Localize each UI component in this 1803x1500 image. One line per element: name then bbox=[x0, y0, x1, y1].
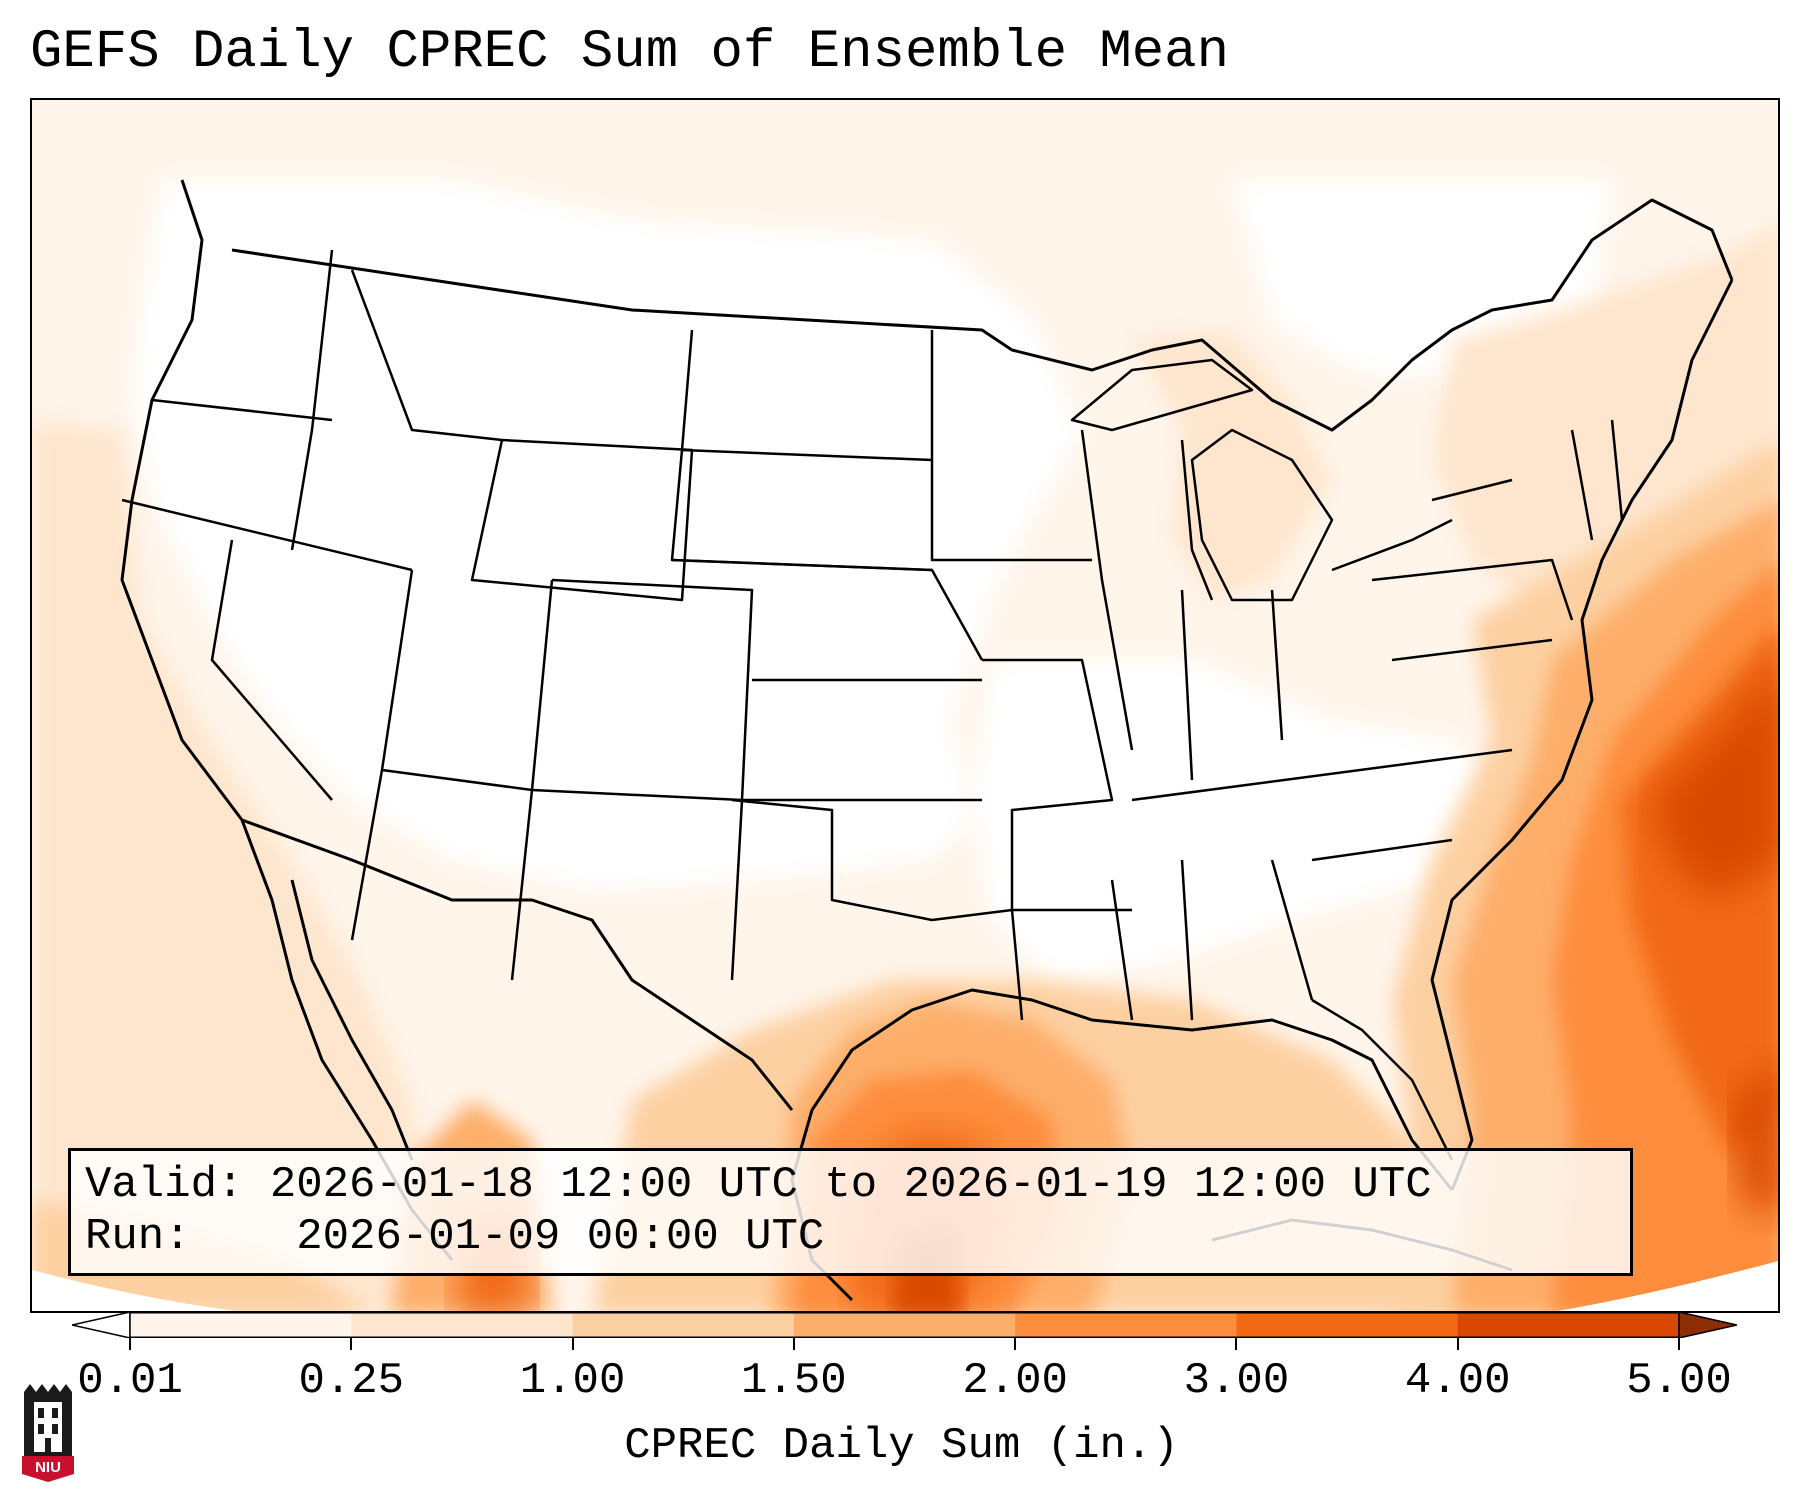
sc-nc bbox=[1311, 838, 1453, 862]
id-border bbox=[290, 249, 334, 551]
colorbar-tick-label: 0.25 bbox=[298, 1356, 405, 1406]
colorbar-tick-mark bbox=[792, 1338, 795, 1350]
us-canada-border bbox=[231, 198, 1734, 432]
colorbar-tick-mark bbox=[1235, 1338, 1238, 1350]
ms-al-ga bbox=[1110, 859, 1314, 1021]
projection-edge-left bbox=[32, 1270, 236, 1311]
colorbar-tick-mark bbox=[350, 1338, 353, 1350]
colorbar-segment bbox=[351, 1312, 574, 1338]
run-label: Run: bbox=[85, 1212, 191, 1262]
colorbar-segment bbox=[1457, 1312, 1680, 1338]
colorbar-tick-label: 2.00 bbox=[962, 1356, 1068, 1406]
precip-light-pacific bbox=[32, 420, 432, 1311]
colorbar-label: CPREC Daily Sum (in.) bbox=[624, 1421, 1179, 1471]
or-ca-nv-border bbox=[121, 498, 413, 572]
us-mexico-border bbox=[241, 818, 794, 1111]
colorbar-tick-label: 5.00 bbox=[1626, 1356, 1732, 1406]
new-england bbox=[1570, 419, 1624, 541]
pacific-coastline bbox=[120, 179, 454, 1261]
ut-co-border bbox=[380, 569, 554, 792]
svg-text:NIU: NIU bbox=[35, 1459, 61, 1476]
colorbar-segment bbox=[1015, 1312, 1237, 1338]
colorbar-segment bbox=[793, 1312, 1016, 1338]
wi-il bbox=[1080, 429, 1134, 751]
state-boundaries bbox=[121, 249, 1624, 1161]
ca-nv-border bbox=[210, 539, 333, 801]
mo-ar bbox=[982, 658, 1132, 912]
colorbar-tick-mark bbox=[1014, 1338, 1017, 1350]
valid-value: 2026-01-18 12:00 UTC to 2026-01-19 12:00… bbox=[269, 1160, 1432, 1210]
precipitation-map bbox=[30, 98, 1780, 1313]
ok-tx bbox=[731, 798, 1013, 922]
lake-superior bbox=[1070, 358, 1254, 432]
valid-label: Valid: bbox=[85, 1160, 244, 1210]
az-nm-border bbox=[350, 769, 744, 981]
wa-or-border bbox=[151, 398, 333, 422]
colorbar-tick-mark bbox=[1456, 1338, 1459, 1350]
precip-max-atlantic bbox=[1652, 664, 1778, 900]
colorbar-tick-label: 1.50 bbox=[741, 1356, 847, 1406]
mt-border bbox=[350, 269, 503, 442]
map-canvas bbox=[32, 100, 1778, 1311]
colorbar-tick-mark bbox=[571, 1338, 574, 1350]
lake-erie-ontario bbox=[1331, 478, 1513, 572]
run-value: 2026-01-09 00:00 UTC bbox=[296, 1212, 825, 1262]
ky-tn bbox=[1131, 748, 1513, 802]
atlantic-coastline bbox=[1430, 279, 1734, 1191]
colorbar-extend-high bbox=[1678, 1312, 1737, 1338]
colorbar bbox=[72, 1312, 1737, 1338]
ne-ks-border bbox=[671, 558, 984, 802]
colorbar-extend-low bbox=[72, 1312, 131, 1338]
precip-max-atlantic-south bbox=[1732, 1063, 1778, 1218]
wy-box bbox=[470, 438, 694, 602]
mn-ia bbox=[930, 330, 1092, 562]
validity-info-box: Valid: 2026-01-18 12:00 UTC to 2026-01-1… bbox=[68, 1148, 1633, 1276]
lake-michigan bbox=[1180, 439, 1214, 601]
colorbar-segment bbox=[130, 1312, 352, 1338]
map-title: GEFS Daily CPREC Sum of Ensemble Mean bbox=[30, 22, 1229, 83]
projection-edge-right bbox=[1556, 1261, 1778, 1311]
florida bbox=[1311, 998, 1454, 1161]
niu-logo-icon: NIU bbox=[22, 1384, 74, 1482]
precip-none-west bbox=[132, 180, 1082, 890]
pa-ny bbox=[1371, 558, 1574, 662]
colorbar-segment bbox=[1236, 1312, 1459, 1338]
co-box bbox=[531, 578, 754, 802]
colorbar-tick-mark bbox=[1678, 1338, 1680, 1350]
colorbar-tick-label: 4.00 bbox=[1404, 1356, 1511, 1406]
in-oh bbox=[1180, 589, 1284, 781]
colorbar-border bbox=[129, 1312, 1680, 1338]
precip-none-southeast bbox=[972, 660, 1512, 980]
colorbar-tick-label: 0.01 bbox=[77, 1356, 183, 1406]
precip-light-greatlakes bbox=[1132, 330, 1332, 600]
mi-peninsula bbox=[1190, 428, 1334, 602]
colorbar-tick-label: 3.00 bbox=[1183, 1356, 1290, 1406]
baja-peninsula bbox=[290, 879, 414, 1161]
colorbar-tick-mark bbox=[129, 1338, 131, 1350]
colorbar-tick-label: 1.00 bbox=[519, 1356, 626, 1406]
tx-la bbox=[1010, 909, 1024, 1021]
colorbar-segment bbox=[572, 1312, 795, 1338]
